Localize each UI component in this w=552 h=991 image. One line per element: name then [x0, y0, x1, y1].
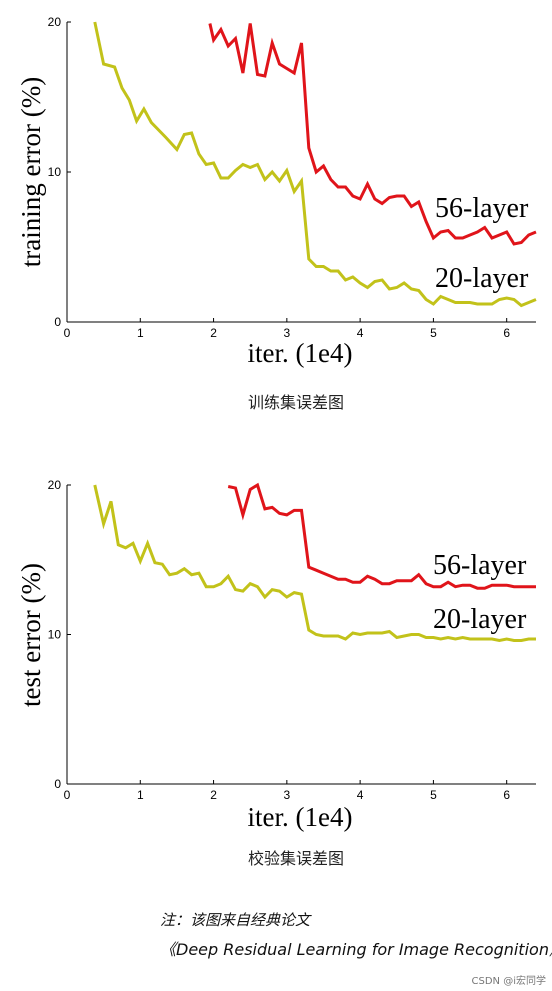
chart2-y-tick-label: 20 [48, 478, 62, 492]
chart1-series-line-56-layer [208, 23, 537, 246]
watermark: CSDN @i宏同学 [471, 976, 546, 987]
chart2-x-tick-label: 2 [210, 788, 217, 802]
chart1-x-tick-label: 4 [357, 326, 364, 340]
caption-validation: 校验集误差图 [247, 849, 344, 868]
chart1-y-tick-label: 10 [48, 165, 62, 179]
chart1-series-label-20-layer: 20-layer [435, 263, 529, 294]
chart1-x-tick-label: 5 [430, 326, 437, 340]
chart1-y-tick-label: 20 [48, 15, 62, 29]
chart2-x-tick-label: 3 [284, 788, 291, 802]
chart1-x-axis-label: iter. (1e4) [248, 338, 353, 368]
chart2-y-tick-label: 10 [48, 628, 62, 642]
chart2-x-tick-label: 5 [430, 788, 437, 802]
chart1-x-tick-label: 2 [210, 326, 217, 340]
chart2-x-tick-label: 4 [357, 788, 364, 802]
chart1-y-tick-label: 0 [54, 315, 61, 329]
caption-training: 训练集误差图 [247, 393, 344, 412]
paper-title: 《Deep Residual Learning for Image Recogn… [160, 940, 552, 959]
chart2-y-axis-label: test error (%) [16, 563, 46, 707]
chart2-series-label-56-layer: 56-layer [433, 550, 527, 581]
chart1-series-label-56-layer: 56-layer [435, 193, 529, 224]
chart1-y-axis-label: training error (%) [16, 77, 46, 267]
source-note: 注：该图来自经典论文 [160, 911, 311, 929]
chart1-x-tick-label: 0 [64, 326, 71, 340]
chart2-x-axis-label: iter. (1e4) [248, 802, 353, 832]
chart1-series-line-20-layer [93, 21, 537, 308]
chart2-x-tick-label: 6 [503, 788, 510, 802]
chart2-series-line-20-layer [93, 484, 536, 643]
chart2-x-tick-label: 1 [137, 788, 144, 802]
chart2-y-tick-label: 0 [54, 777, 61, 791]
chart1-x-tick-label: 1 [137, 326, 144, 340]
chart2-series-label-20-layer: 20-layer [433, 604, 527, 635]
chart1-x-tick-label: 6 [503, 326, 510, 340]
chart2-series-line-56-layer [227, 482, 536, 590]
chart2-x-tick-label: 0 [64, 788, 71, 802]
chart1-x-tick-label: 3 [284, 326, 291, 340]
